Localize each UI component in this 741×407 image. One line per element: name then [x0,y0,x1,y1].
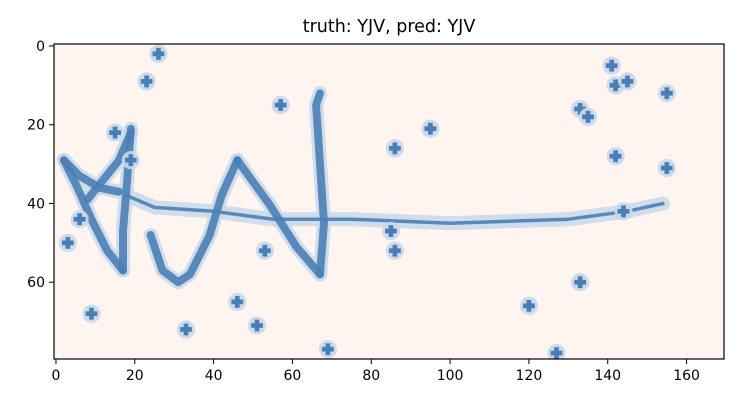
y-tick-label: 60 [27,275,45,291]
x-tick-label: 120 [516,368,543,384]
noise-dot [385,241,405,260]
y-tick-label: 40 [27,196,45,212]
noise-dot [547,343,566,359]
noise-dot [381,221,401,241]
x-axis: 0 20 40 60 80 100 120 140 160 [52,359,700,384]
noise-dot [82,304,101,323]
noise-dot [255,241,274,260]
noise-dot [578,107,598,126]
noise-dot [228,292,247,312]
noise-dot [606,147,625,166]
letter-stroke [59,156,127,275]
x-tick-label: 100 [437,368,464,384]
noise-dot [657,158,676,178]
chart-title: truth: YJV, pred: YJV [303,17,476,37]
noise-dot [614,202,633,221]
noise-dot [271,95,290,115]
noise-dot [121,151,140,170]
noise-dot [618,72,637,91]
noise-dot [149,44,168,63]
noise-dot [421,119,440,138]
strike-line [125,193,665,225]
letter-stroke [146,156,242,287]
letter-stroke [59,156,123,196]
letter-stroke [312,89,328,279]
noise-dot [657,84,676,103]
noise-dot [385,139,405,158]
x-tick-label: 0 [52,368,61,384]
noise-dot [137,72,156,91]
noise-dot [105,123,125,142]
y-axis: 0 20 40 60 [27,39,54,291]
x-tick-label: 20 [126,368,144,384]
captcha-image [56,44,676,359]
y-tick-label: 0 [36,39,45,55]
noise-dot [70,210,89,229]
y-tick-label: 20 [27,118,45,134]
x-tick-label: 60 [284,368,302,384]
noise-dot [571,273,590,292]
x-tick-label: 160 [673,368,700,384]
x-tick-label: 140 [594,368,621,384]
x-tick-label: 80 [362,368,380,384]
letter-stroke [233,156,324,279]
x-tick-label: 40 [205,368,223,384]
noise-dot [58,233,77,252]
noise-dot [519,296,539,315]
noise-dot [318,340,338,359]
plot-frame [53,43,725,360]
noise-dot [602,56,621,75]
noise-dot [176,320,196,339]
noise-dot [247,316,267,335]
